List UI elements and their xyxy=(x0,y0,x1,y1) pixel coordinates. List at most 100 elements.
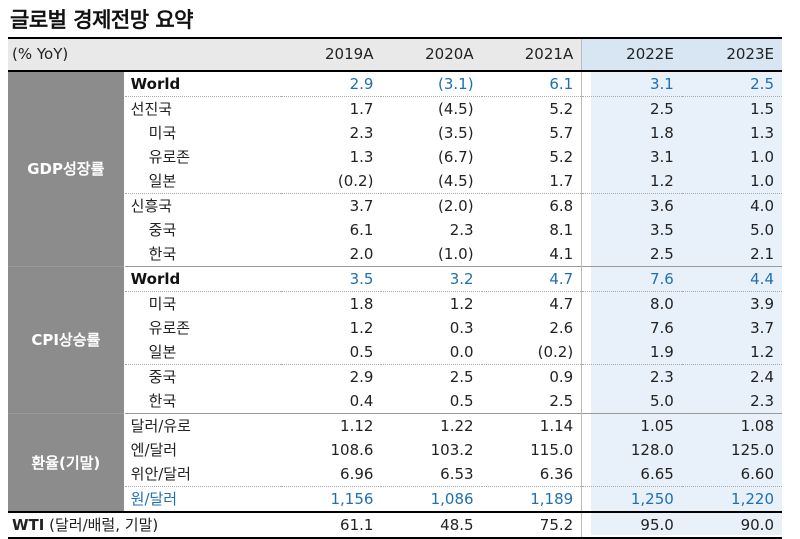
cell-value: 6.96 xyxy=(340,465,374,483)
row-label: 일본 xyxy=(148,343,177,361)
cell-value: 1.2 xyxy=(381,291,482,316)
cell-value: 48.5 xyxy=(381,511,482,539)
table-row: CPI상승률 World 3.5 3.2 4.7 7.6 4.4 xyxy=(8,266,782,414)
cell-value: 3.7 xyxy=(281,193,382,218)
cell-value: 128.0 xyxy=(581,438,682,462)
table-row: 선진국 1.7 (4.5) 5.2 2.5 1.5 xyxy=(8,96,782,121)
year-header: 2023E xyxy=(681,37,782,72)
cell-value: 1.7 xyxy=(549,172,574,190)
cell-value: 2.5 xyxy=(581,242,682,267)
cell-value: 90.0 xyxy=(681,511,782,539)
cell-value: 3.5 xyxy=(281,266,382,292)
table-row: 일본 (0.2) (4.5) 1.7 1.2 1.0 xyxy=(8,169,782,194)
cell-value: 7.6 xyxy=(581,316,682,340)
cell-value: 1.0 xyxy=(750,148,774,166)
cell-value: 1,086 xyxy=(381,486,482,512)
table-row: 원/달러 1,156 1,086 1,189 1,250 1,220 xyxy=(8,486,782,512)
cell-value: 2.3 xyxy=(349,124,374,142)
table-row: 중국 2.9 2.5 0.9 2.3 2.4 xyxy=(8,364,782,389)
cell-value: 1.12 xyxy=(281,413,382,438)
category-cpi: CPI상승률 xyxy=(8,266,125,414)
wti-label-unit: (달러/배럴, 기말) xyxy=(44,516,159,534)
cell-value: 2.9 xyxy=(349,75,374,93)
table-row: 일본 0.5 0.0 (0.2) 1.9 1.2 xyxy=(8,340,782,365)
cell-value: (4.5) xyxy=(381,96,482,121)
cell-value: 3.5 xyxy=(581,218,682,242)
cell-value: 2.1 xyxy=(750,245,774,263)
cell-value: (0.2) xyxy=(337,172,374,190)
cell-value: 1.9 xyxy=(581,340,682,365)
wti-label: WTI (달러/배럴, 기말) xyxy=(8,511,282,539)
table-row: 환율(기말) 달러/유로 1.12 1.22 1.14 1.05 1.08 xyxy=(8,413,782,512)
cell-value: 1.8 xyxy=(281,291,382,316)
cell-value: 4.7 xyxy=(481,291,582,316)
cell-value: 6.36 xyxy=(539,465,574,483)
cell-value: 0.5 xyxy=(349,343,374,361)
row-label: 유로존 xyxy=(148,319,191,337)
row-label: 신흥국 xyxy=(124,193,282,218)
cell-value: 3.1 xyxy=(581,71,682,97)
cell-value: (0.2) xyxy=(537,343,574,361)
cell-value: 6.60 xyxy=(740,465,774,483)
row-label: 한국 xyxy=(148,245,177,263)
category-gdp: GDP성장률 xyxy=(8,71,125,267)
cell-value: 3.7 xyxy=(750,319,774,337)
cell-value: 1.2 xyxy=(581,169,682,194)
cell-value: 8.0 xyxy=(581,291,682,316)
table-row: 유로존 1.3 (6.7) 5.2 3.1 1.0 xyxy=(8,145,782,169)
table-row: 미국 2.3 (3.5) 5.7 1.8 1.3 xyxy=(8,121,782,145)
table-row: 한국 2.0 (1.0) 4.1 2.5 2.1 xyxy=(8,242,782,267)
cell-value: 1,189 xyxy=(481,486,582,512)
table-row: 유로존 1.2 0.3 2.6 7.6 3.7 xyxy=(8,316,782,340)
cell-value: 95.0 xyxy=(581,511,682,539)
row-label: 선진국 xyxy=(124,96,282,121)
table-row: 미국 1.8 1.2 4.7 8.0 3.9 xyxy=(8,291,782,316)
cell-value: 75.2 xyxy=(481,511,582,539)
row-label: 미국 xyxy=(124,291,282,316)
table-row: 엔/달러 108.6 103.2 115.0 128.0 125.0 xyxy=(8,438,782,462)
cell-value: 1.05 xyxy=(581,413,682,438)
cell-value: (6.7) xyxy=(438,148,474,166)
cell-value: 0.3 xyxy=(449,319,474,337)
cell-value: 5.0 xyxy=(750,221,774,239)
cell-value: 2.3 xyxy=(750,392,774,410)
year-header: 2019A xyxy=(281,37,382,72)
cell-value: 1.22 xyxy=(381,413,482,438)
cell-value: 2.9 xyxy=(281,364,382,389)
cell-value: 0.5 xyxy=(449,392,474,410)
cell-value: 4.1 xyxy=(549,245,574,263)
table-row: 중국 6.1 2.3 8.1 3.5 5.0 xyxy=(8,218,782,242)
cell-value: 2.3 xyxy=(449,221,474,239)
cell-value: 4.7 xyxy=(481,266,582,292)
cell-value: 6.53 xyxy=(440,465,474,483)
cell-value: 2.5 xyxy=(750,75,774,93)
cell-value: 1,156 xyxy=(281,486,382,512)
cell-value: 1,220 xyxy=(681,486,782,512)
cell-value: 1,250 xyxy=(581,486,682,512)
table-row: 위안/달러 6.96 6.53 6.36 6.65 6.60 xyxy=(8,462,782,487)
cell-value: 6.1 xyxy=(549,75,574,93)
category-fx: 환율(기말) xyxy=(8,413,125,512)
cell-value: 103.2 xyxy=(430,441,474,459)
cell-value: 1.2 xyxy=(349,319,374,337)
cell-value: 2.5 xyxy=(549,392,574,410)
cell-value: 1.7 xyxy=(281,96,382,121)
cell-value: 6.8 xyxy=(481,193,582,218)
row-label: 미국 xyxy=(148,124,177,142)
row-label: 엔/달러 xyxy=(130,441,178,459)
table-row: 한국 0.4 0.5 2.5 5.0 2.3 xyxy=(8,389,782,414)
table-row: GDP성장률 World 2.9 (3.1) 6.1 3.1 2.5 xyxy=(8,71,782,267)
year-header: 2021A xyxy=(481,37,582,72)
economic-outlook-table: (% YoY) 2019A 2020A 2021A 2022E 2023E GD… xyxy=(8,37,782,539)
cell-value: 108.6 xyxy=(330,441,374,459)
row-label: 원/달러 xyxy=(124,486,282,512)
cell-value: 2.5 xyxy=(581,96,682,121)
cell-value: 0.4 xyxy=(349,392,374,410)
cell-value: 1.2 xyxy=(750,343,774,361)
cell-value: 3.9 xyxy=(681,291,782,316)
cell-value: 2.0 xyxy=(349,245,374,263)
cell-value: 1.5 xyxy=(681,96,782,121)
cell-value: 3.6 xyxy=(581,193,682,218)
cell-value: 3.1 xyxy=(581,145,682,169)
year-header: 2022E xyxy=(581,37,682,72)
